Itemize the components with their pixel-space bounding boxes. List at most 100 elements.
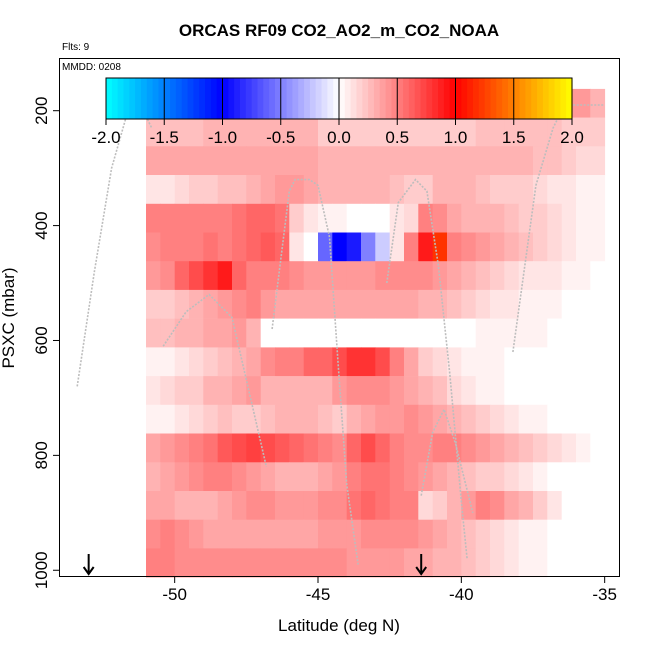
heatmap-cell: [318, 146, 333, 176]
colorbar-swatch: [438, 78, 445, 119]
heatmap-cell: [461, 261, 477, 291]
heatmap-cell: [289, 404, 305, 434]
heatmap-cell: [160, 433, 176, 463]
heatmap-cell: [332, 519, 348, 549]
heatmap-cell: [160, 347, 176, 377]
heatmap-cell: [518, 462, 534, 492]
heatmap-cell: [404, 376, 419, 406]
heatmap-cell: [146, 318, 161, 348]
colorbar-swatch: [490, 78, 497, 119]
plot-frame: [59, 58, 620, 577]
heatmap-cell: [361, 347, 376, 377]
heatmap-cell: [432, 289, 448, 319]
heatmap-cell: [533, 433, 548, 463]
heatmap-cell: [332, 347, 348, 377]
heatmap-cell: [432, 347, 448, 377]
heatmap-cell: [432, 203, 448, 233]
heatmap-cell: [432, 318, 448, 348]
colorbar-swatch: [548, 78, 556, 119]
heatmap-cell: [174, 289, 190, 319]
colorbar-swatch: [484, 78, 492, 119]
heatmap-cell: [318, 519, 333, 549]
heatmap-cell: [246, 146, 262, 176]
heatmap-cell: [260, 289, 276, 319]
heatmap-cell: [217, 462, 233, 492]
heatmap-cell: [232, 318, 247, 348]
heatmap-cell: [332, 117, 348, 147]
heatmap-cell: [461, 232, 477, 262]
colorbar-swatch: [292, 78, 299, 119]
heatmap-cell: [418, 318, 434, 348]
heatmap-cell: [346, 318, 362, 348]
heatmap-cell: [533, 203, 548, 233]
heatmap-cell: [332, 491, 348, 520]
heatmap-cell: [174, 203, 190, 233]
heatmap-cell: [203, 146, 219, 176]
colorbar-swatch: [135, 78, 142, 119]
heatmap-cell: [576, 88, 591, 118]
axes: -50 -45 -40 -35 200 400 600 800 1000: [32, 97, 617, 604]
heatmap-cell: [504, 376, 520, 406]
heatmap-cell: [576, 462, 591, 492]
heatmap-cell: [447, 146, 462, 176]
heatmap-cell: [346, 462, 362, 492]
heatmap-cell: [232, 289, 247, 319]
colorbar-swatch: [263, 78, 270, 119]
heatmap-cell: [561, 433, 577, 463]
heatmap-cell: [232, 261, 247, 291]
heatmap-cell: [375, 232, 391, 262]
heatmap-cell: [461, 117, 477, 147]
colorbar-swatch: [566, 78, 573, 119]
heatmap-cell: [332, 462, 348, 492]
heatmap-cell: [318, 491, 333, 520]
heatmap-cell: [174, 491, 190, 520]
heatmap-cell: [232, 175, 247, 204]
heatmap-cell: [576, 347, 591, 377]
heatmap-cell: [561, 117, 577, 147]
colorbar-swatch: [449, 78, 457, 119]
heatmap-cell: [303, 548, 319, 578]
heatmap-cell: [504, 462, 520, 492]
heatmap-cell: [146, 404, 161, 434]
heatmap-cell: [518, 519, 534, 549]
heatmap-cell: [246, 175, 262, 204]
heatmap-cell: [260, 146, 276, 176]
heatmap-cell: [375, 404, 391, 434]
colorbar-swatch: [461, 78, 468, 119]
heatmap-cell: [217, 203, 233, 233]
heatmap-cell: [246, 289, 262, 319]
y-tick-label: 400: [32, 211, 51, 239]
heatmap-cell: [404, 175, 419, 204]
flight-track: [386, 178, 468, 559]
heatmap-cell: [289, 289, 305, 319]
colorbar-swatch: [327, 78, 334, 119]
heatmap-cell: [289, 548, 305, 578]
heatmap-cell: [504, 117, 520, 147]
heatmap-cell: [404, 491, 419, 520]
heatmap-cell: [246, 261, 262, 291]
heatmap-cell: [533, 117, 548, 147]
heatmap-cell: [561, 318, 577, 348]
heatmap-cell: [404, 289, 419, 319]
heatmap-cell: [361, 462, 376, 492]
heatmap-cell: [389, 548, 405, 578]
heatmap-cell: [332, 175, 348, 204]
heatmap-cell: [576, 548, 591, 578]
heatmap-cell: [174, 433, 190, 463]
colorbar-swatch: [170, 78, 177, 119]
heatmap-cell: [217, 548, 233, 578]
heatmap-cell: [160, 318, 176, 348]
heatmap-cell: [303, 462, 319, 492]
colorbar-tick-label: 0.5: [385, 128, 409, 147]
heatmap-cell: [547, 232, 563, 262]
heatmap-cell: [518, 175, 534, 204]
colorbar-swatch: [140, 78, 148, 119]
heatmap-cell: [303, 117, 319, 147]
heatmap-cell: [217, 289, 233, 319]
colorbar-swatch: [187, 78, 194, 119]
colorbar-swatch: [228, 78, 235, 119]
heatmap-cell: [533, 289, 548, 319]
heatmap-cell: [418, 232, 434, 262]
heatmap-cell: [576, 232, 591, 262]
heatmap-cell: [174, 376, 190, 406]
